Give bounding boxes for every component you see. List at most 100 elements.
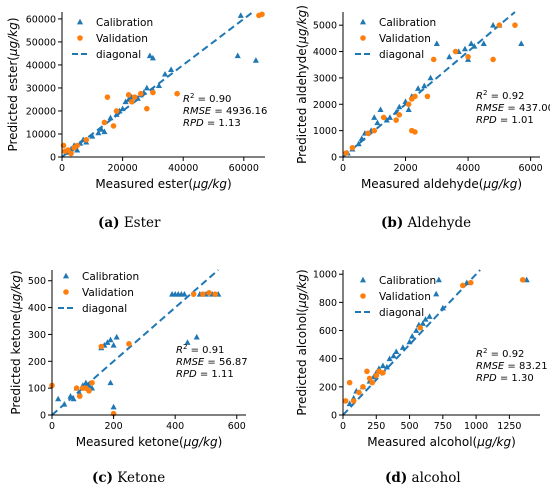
caption-a-text: Ester (123, 215, 161, 231)
validation-point (83, 136, 90, 143)
y-tick-label: 0 (331, 153, 337, 164)
legend-validation-label: Validation (379, 33, 431, 45)
caption-d: (d) alcohol (385, 470, 461, 486)
validation-point (113, 108, 120, 114)
x-tick-label: 750 (434, 421, 452, 432)
calibration-point (107, 336, 114, 343)
legend-calibration-marker (62, 272, 70, 279)
validation-point (452, 48, 459, 55)
legend-validation-marker (360, 35, 366, 41)
caption-b-text: Aldehyde (407, 215, 472, 231)
calibration-point (107, 379, 114, 386)
chart-panel-2: 0 200 400 600 0 100 200 300 400 500 Measured keton… (9, 269, 248, 449)
calibration-point (143, 84, 150, 91)
y-tick-label: 40000 (26, 60, 56, 71)
x-axis-title: Measured ester(μg/kg) (95, 177, 231, 191)
calibration-point (406, 338, 413, 345)
y-tick-label: 20000 (26, 106, 56, 117)
caption-d-letter: (d) (385, 470, 408, 486)
calibration-point (193, 333, 200, 340)
calibration-point (386, 355, 393, 362)
validation-point (73, 385, 80, 391)
caption-c-text: Ketone (117, 470, 166, 486)
validation-point (74, 142, 80, 149)
x-tick-label: 4000 (456, 163, 480, 174)
calibration-point (393, 348, 400, 355)
calibration-point (119, 105, 126, 112)
y-tick-label: 400 (319, 354, 337, 365)
validation-point (206, 290, 212, 296)
calibration-point (184, 339, 191, 345)
calibration-point (413, 327, 420, 333)
calibration-point (377, 106, 384, 112)
calibration-point (374, 119, 381, 126)
legend-diagonal-label: diagonal (82, 303, 127, 315)
stats-r2: R2 = 0.91 (176, 343, 224, 356)
validation-point (417, 324, 424, 331)
calibration-point (490, 21, 497, 28)
x-tick-label: 600 (228, 421, 246, 432)
validation-point (496, 22, 503, 28)
validation-point (89, 379, 95, 386)
validation-point (405, 101, 412, 108)
validation-point (350, 398, 357, 404)
calibration-point (399, 344, 406, 350)
legend-calibration-marker (76, 18, 84, 25)
calibration-point (122, 98, 129, 105)
x-tick-label: 40000 (168, 163, 198, 174)
validation-point (68, 150, 74, 157)
y-tick-label: 400 (28, 303, 46, 314)
validation-point (360, 384, 366, 390)
validation-point (137, 90, 144, 97)
calibration-point (107, 114, 114, 121)
calibration-point (422, 316, 429, 322)
x-tick-label: 0 (49, 421, 55, 432)
calibration-point (95, 129, 102, 136)
calibration-point (181, 290, 188, 297)
calibration-point (113, 333, 120, 340)
validation-point (174, 90, 180, 97)
chart-panel-3: 0 250 500 750 1000 1250 0 200 400 600 800 1000 Measu… (295, 269, 548, 449)
validation-point (190, 291, 197, 297)
calibration-point (435, 276, 442, 283)
x-tick-label: 0 (340, 163, 346, 174)
legend-diagonal-label: diagonal (379, 49, 424, 61)
calibration-point (461, 45, 468, 52)
stats-r2: R2 = 0.92 (476, 89, 524, 102)
validation-point (490, 56, 496, 63)
calibration-point (155, 82, 162, 89)
caption-b-letter: (b) (381, 215, 404, 231)
caption-b: (b) Aldehyde (381, 215, 471, 231)
calibration-point (346, 400, 353, 407)
caption-d-text: alcohol (411, 470, 461, 486)
x-tick-label: 6000 (519, 163, 543, 174)
y-tick-label: 1000 (313, 126, 337, 137)
calibration-point (409, 332, 416, 339)
validation-point (512, 22, 518, 28)
validation-point (342, 398, 349, 404)
validation-point (110, 123, 117, 129)
x-axis-title: Measured aldehyde(μg/kg) (361, 177, 522, 191)
y-axis-title: Predicted ketone(μg/kg) (9, 270, 23, 414)
calibration-point (149, 54, 156, 61)
caption-c-letter: (c) (92, 470, 113, 486)
y-tick-label: 200 (319, 382, 337, 393)
validation-point (465, 54, 471, 60)
stats-rmse: RMSE = 56.87 (176, 357, 248, 368)
validation-point (144, 105, 150, 112)
legend-calibration-label: Calibration (96, 17, 153, 29)
validation-point (365, 130, 371, 137)
y-tick-label: 0 (40, 411, 46, 422)
legend-validation-marker (63, 289, 69, 295)
stats-rmse: RMSE = 4936.16 (183, 106, 267, 117)
y-axis-title: Predicted aldehyde(μg/kg) (295, 5, 309, 164)
stats-rpd: RPD = 1.01 (476, 115, 534, 126)
validation-point (343, 150, 349, 156)
validation-point (380, 114, 387, 121)
legend-calibration-label: Calibration (379, 17, 436, 29)
calibration-point (518, 40, 525, 47)
validation-point (412, 93, 418, 100)
chart-panel-0: 0 20000 40000 60000 0 10000 20000 30000 40000 500… (6, 11, 267, 191)
legend-diagonal-label: diagonal (379, 307, 424, 319)
x-tick-label: 0 (59, 163, 65, 174)
